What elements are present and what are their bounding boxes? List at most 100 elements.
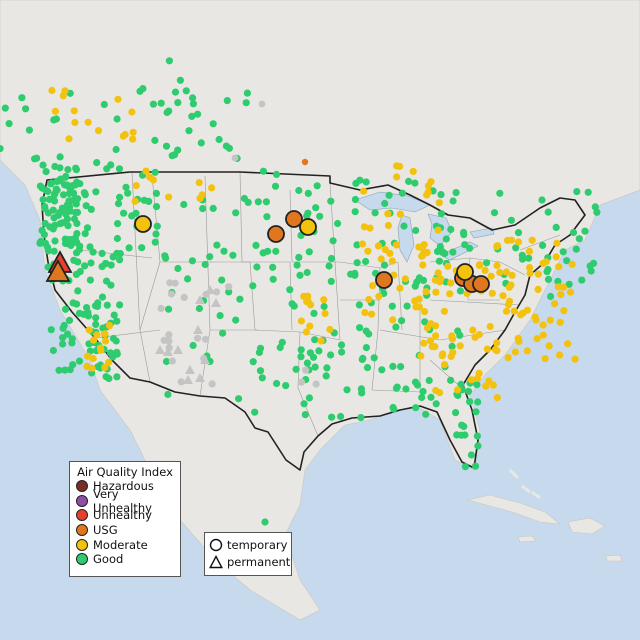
monitor-dot[interactable] <box>162 254 170 262</box>
monitor-dot[interactable] <box>542 258 550 266</box>
monitor-dot[interactable] <box>84 352 92 360</box>
monitor-dot[interactable] <box>258 100 266 108</box>
monitor-dot[interactable] <box>437 210 445 218</box>
monitor-dot[interactable] <box>62 172 70 181</box>
monitor-dot[interactable] <box>544 208 552 216</box>
monitor-dot[interactable] <box>539 321 547 329</box>
monitor-dot[interactable] <box>1 104 9 112</box>
monitor-dot[interactable] <box>306 322 314 330</box>
monitor-dot[interactable] <box>75 309 84 317</box>
monitor-dot[interactable] <box>195 179 203 187</box>
monitor-dot[interactable] <box>337 412 345 421</box>
monitor-dot[interactable] <box>476 261 484 269</box>
monitor-dot[interactable] <box>73 249 81 257</box>
monitor-dot[interactable] <box>365 295 373 304</box>
monitor-dot[interactable] <box>303 268 311 277</box>
monitor-dot[interactable] <box>428 343 436 351</box>
monitor-dot[interactable] <box>41 203 49 211</box>
monitor-dot[interactable] <box>65 135 73 143</box>
monitor-dot[interactable] <box>305 248 313 256</box>
monitor-dot[interactable] <box>436 389 444 397</box>
monitor-dot[interactable] <box>114 220 122 228</box>
monitor-dot[interactable] <box>261 518 269 526</box>
monitor-dot[interactable] <box>400 222 408 230</box>
monitor-dot[interactable] <box>232 316 240 324</box>
monitor-dot[interactable] <box>128 212 136 220</box>
monitor-dot[interactable] <box>456 342 464 350</box>
monitor-dot[interactable] <box>514 229 523 237</box>
monitor-dot[interactable] <box>201 260 209 269</box>
monitor-dot[interactable] <box>59 219 67 227</box>
monitor-dot[interactable] <box>539 241 547 249</box>
monitor-dot[interactable] <box>568 260 576 268</box>
monitor-dot[interactable] <box>419 387 427 396</box>
monitor-dot[interactable] <box>215 135 223 144</box>
monitor-dot[interactable] <box>213 241 221 249</box>
monitor-dot[interactable] <box>301 411 309 419</box>
monitor-dot[interactable] <box>64 222 72 230</box>
monitor-dot[interactable] <box>449 348 457 356</box>
monitor-dot[interactable] <box>432 288 440 296</box>
monitor-dot[interactable] <box>557 290 565 299</box>
monitor-dot[interactable] <box>502 268 510 276</box>
monitor-dot[interactable] <box>317 337 325 345</box>
monitor-dot[interactable] <box>374 242 383 250</box>
monitor-dot[interactable] <box>180 293 188 301</box>
monitor-dot[interactable] <box>198 191 206 199</box>
monitor-dot[interactable] <box>47 326 55 334</box>
monitor-dot[interactable] <box>401 275 409 283</box>
monitor-dot[interactable] <box>67 241 75 249</box>
monitor-dot[interactable] <box>320 296 328 304</box>
monitor-circle-large[interactable] <box>472 275 490 293</box>
monitor-dot[interactable] <box>102 260 110 268</box>
monitor-dot[interactable] <box>263 213 271 221</box>
monitor-dot[interactable] <box>449 197 457 205</box>
monitor-dot[interactable] <box>517 311 525 319</box>
monitor-dot[interactable] <box>572 245 580 253</box>
monitor-dot[interactable] <box>322 372 330 380</box>
monitor-dot[interactable] <box>420 241 428 249</box>
monitor-dot[interactable] <box>39 161 47 169</box>
monitor-dot[interactable] <box>165 305 173 313</box>
monitor-dot[interactable] <box>249 282 257 290</box>
monitor-dot[interactable] <box>286 286 294 294</box>
monitor-dot[interactable] <box>375 292 383 300</box>
monitor-dot[interactable] <box>66 366 74 374</box>
monitor-dot[interactable] <box>496 189 504 197</box>
monitor-dot[interactable] <box>68 339 76 347</box>
monitor-triangle[interactable] <box>205 285 215 294</box>
monitor-triangle[interactable] <box>163 347 173 356</box>
monitor-dot[interactable] <box>105 374 113 383</box>
monitor-dot[interactable] <box>525 254 533 262</box>
monitor-dot[interactable] <box>439 350 447 358</box>
monitor-dot[interactable] <box>45 195 54 203</box>
monitor-dot[interactable] <box>64 166 72 174</box>
monitor-dot[interactable] <box>448 332 456 340</box>
monitor-circle-large[interactable] <box>134 215 152 233</box>
monitor-dot[interactable] <box>423 324 431 332</box>
monitor-dot[interactable] <box>180 200 188 209</box>
monitor-dot[interactable] <box>197 139 205 147</box>
monitor-dot[interactable] <box>453 386 462 394</box>
monitor-dot[interactable] <box>460 231 468 239</box>
monitor-dot[interactable] <box>461 431 469 439</box>
monitor-dot[interactable] <box>411 378 420 386</box>
monitor-dot[interactable] <box>452 409 460 417</box>
monitor-dot[interactable] <box>71 208 80 217</box>
monitor-triangle[interactable] <box>173 345 183 354</box>
monitor-dot[interactable] <box>422 288 430 296</box>
monitor-dot[interactable] <box>302 366 310 374</box>
monitor-dot[interactable] <box>39 196 47 204</box>
monitor-dot[interactable] <box>554 277 562 285</box>
monitor-dot[interactable] <box>555 263 563 271</box>
monitor-dot[interactable] <box>556 351 564 359</box>
monitor-dot[interactable] <box>132 182 140 190</box>
monitor-dot[interactable] <box>113 234 121 243</box>
monitor-dot[interactable] <box>453 431 461 439</box>
monitor-dot[interactable] <box>90 336 98 344</box>
monitor-dot[interactable] <box>92 314 100 322</box>
monitor-dot[interactable] <box>101 337 110 345</box>
monitor-dot[interactable] <box>301 158 309 166</box>
monitor-dot[interactable] <box>194 334 202 342</box>
monitor-dot[interactable] <box>70 256 78 264</box>
